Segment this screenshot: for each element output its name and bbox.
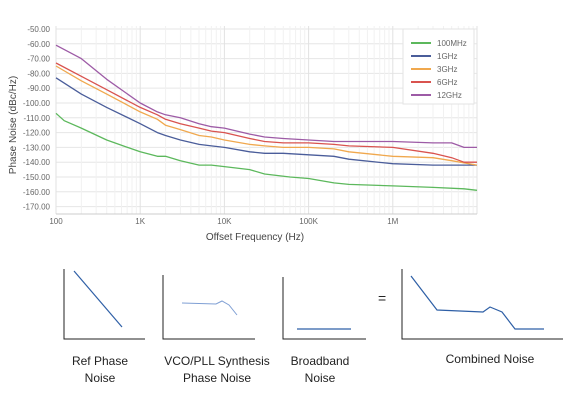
legend-entry: 3GHz xyxy=(437,65,457,74)
caption-combined-noise: Combined Noise xyxy=(445,352,535,366)
ref-phase-noise-trace xyxy=(73,270,123,328)
legend-entry: 12GHz xyxy=(437,91,462,100)
ref-phase-noise-axes xyxy=(63,269,145,340)
y-tick-label: -80.00 xyxy=(27,69,50,78)
y-tick-label: -70.00 xyxy=(27,55,50,64)
x-axis-title: Offset Frequency (Hz) xyxy=(206,232,304,243)
chart-series xyxy=(55,44,478,191)
series-line-6ghz xyxy=(55,62,477,163)
caption-vco-pll-synthesis-phase-noise: VCO/PLL Synthesis Phase Noise xyxy=(164,354,270,385)
combined-trace xyxy=(410,275,544,330)
broadband-sketch xyxy=(282,277,366,340)
y-tick-label: -100.00 xyxy=(23,99,51,108)
x-tick-label: 1M xyxy=(387,217,398,226)
x-tick-label: 100K xyxy=(299,217,318,226)
vco-pll-axes xyxy=(162,275,255,340)
y-tick-label: -130.00 xyxy=(23,143,51,152)
equals-operator: = xyxy=(378,290,387,306)
y-tick-label: -160.00 xyxy=(23,188,51,197)
caption-broadband-noise: Broadband Noise xyxy=(290,354,350,385)
combined-noise-sketch xyxy=(401,269,563,340)
y-tick-label: -170.00 xyxy=(23,203,51,212)
noise-sketches xyxy=(63,269,563,340)
legend-box xyxy=(402,28,475,105)
legend-entry: 100MHz xyxy=(437,39,467,48)
series-line-100mhz xyxy=(55,112,478,191)
legend-entry: 6GHz xyxy=(437,78,457,87)
chart-legend: 100MHz 1GHz 3GHz 6GHz 12GHz xyxy=(402,28,475,105)
caption-ref-phase-noise: Ref Phase Noise xyxy=(71,354,129,385)
series-line-1ghz xyxy=(55,77,477,166)
series-line-3ghz xyxy=(55,65,478,166)
chart-grid xyxy=(55,26,478,215)
x-tick-label: 100 xyxy=(49,217,63,226)
legend-entry: 1GHz xyxy=(437,52,457,61)
y-tick-label: -150.00 xyxy=(23,173,51,182)
vco-pll-trace xyxy=(181,300,238,316)
y-tick-label: -120.00 xyxy=(23,129,51,138)
y-tick-label: -50.00 xyxy=(27,25,50,34)
combined-axes xyxy=(401,269,563,340)
x-axis-ticks: 100 1K 10K 100K 1M xyxy=(49,217,398,226)
phase-noise-chart: -50.00 -60.00 -70.00 -80.00 -90.00 -100.00 -11… xyxy=(8,25,478,243)
y-tick-label: -140.00 xyxy=(23,158,51,167)
series-line-12ghz xyxy=(55,44,477,149)
y-tick-label: -110.00 xyxy=(23,114,50,123)
x-tick-label: 10K xyxy=(217,217,232,226)
ref-phase-noise-sketch xyxy=(63,269,145,340)
x-tick-label: 1K xyxy=(135,217,145,226)
y-tick-label: -60.00 xyxy=(27,40,50,49)
y-tick-label: -90.00 xyxy=(27,84,50,93)
vco-pll-sketch xyxy=(162,275,255,340)
y-axis-title: Phase Noise (dBc/Hz) xyxy=(8,76,19,174)
broadband-axes xyxy=(282,277,366,340)
y-axis-ticks: -50.00 -60.00 -70.00 -80.00 -90.00 -100.00 -11… xyxy=(23,25,51,212)
